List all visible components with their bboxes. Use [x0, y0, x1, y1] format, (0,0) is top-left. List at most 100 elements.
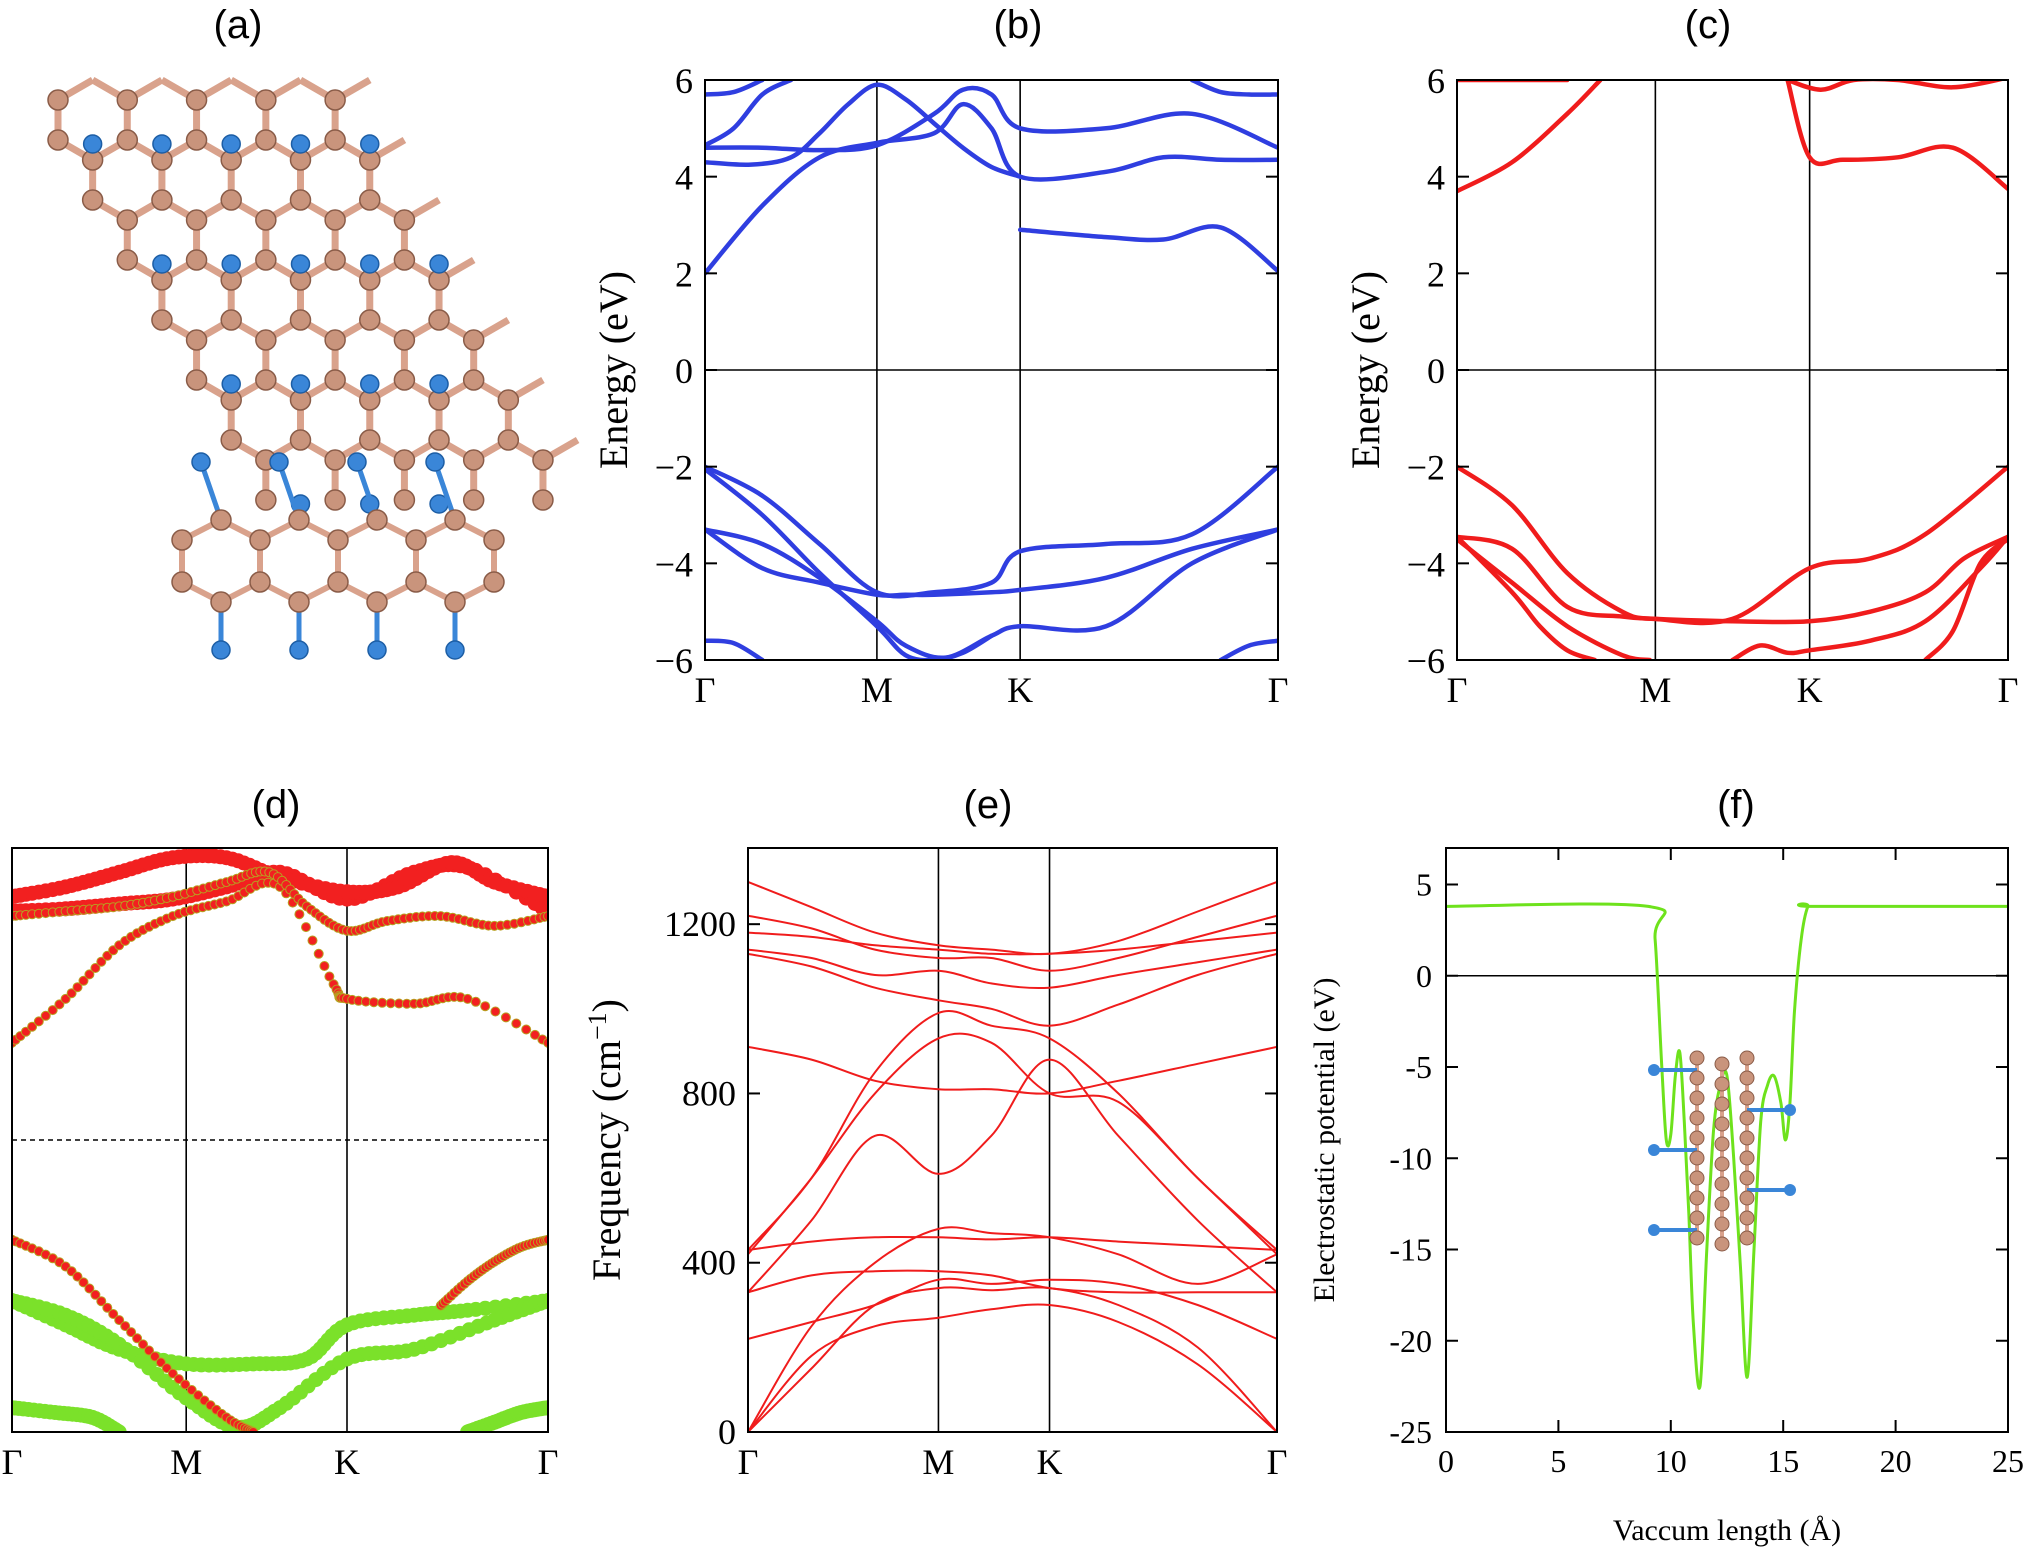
band-line — [1457, 534, 2008, 625]
inset-c-atom — [1739, 1130, 1755, 1146]
band-line — [1457, 534, 1598, 660]
c-atom — [324, 369, 346, 391]
c-atom — [288, 509, 310, 531]
n-atom — [82, 134, 103, 154]
c-atom — [462, 489, 485, 511]
inset-n-atom — [1784, 1104, 1796, 1116]
inset-c-atom — [1739, 1190, 1755, 1206]
projection-dot — [54, 999, 65, 1010]
c-atom — [497, 429, 520, 451]
inset-c-atom — [1739, 1050, 1755, 1066]
projection-dot — [186, 1385, 197, 1395]
inset-c-atom — [1714, 1056, 1730, 1072]
band-structure-chart-c: −6 −4 −2 0 2 4 6 Γ M K Γ Energy (eV) — [1343, 61, 2018, 710]
c-atom — [366, 591, 388, 613]
phonon-branch — [748, 880, 1277, 956]
projection-dot — [193, 1390, 204, 1401]
c-atom — [255, 129, 277, 151]
c-atom — [366, 509, 388, 531]
projection-dot — [155, 1357, 166, 1368]
c-atom — [483, 571, 505, 593]
projection-dot — [167, 1368, 178, 1379]
n-atom — [211, 640, 231, 660]
y-tick-label: −6 — [1407, 641, 1445, 681]
inset-c-atom — [1714, 1216, 1730, 1232]
inset-c-atom — [1739, 1150, 1755, 1166]
y-tick-label: 2 — [675, 254, 693, 294]
n-atom — [360, 134, 380, 154]
plot-frame — [1445, 847, 2009, 1433]
c-atom — [444, 591, 466, 613]
inset-n-atom — [1784, 1184, 1796, 1196]
x-tick-label: 0 — [1438, 1443, 1454, 1479]
y-tick-label: −2 — [1407, 448, 1445, 488]
band-line — [705, 101, 1278, 276]
projection-dot — [500, 1012, 511, 1023]
y-axis-label: Energy (eV) — [1343, 271, 1388, 469]
c-atom — [428, 309, 450, 331]
structure-panel-a — [47, 76, 580, 660]
plot-frame — [11, 847, 549, 1433]
projection-dot — [84, 969, 95, 980]
c-atom — [210, 591, 232, 613]
projection-dot — [33, 1016, 44, 1027]
panel-label-d: (d) — [252, 783, 301, 827]
c-atom — [116, 249, 139, 271]
atoms — [47, 89, 554, 514]
c-atom — [405, 571, 427, 593]
c-atom — [532, 449, 554, 471]
inset-c-atom — [1689, 1210, 1705, 1226]
band-line — [1785, 80, 2008, 92]
projection-dot — [96, 1296, 107, 1307]
phonon-branch — [748, 1269, 1277, 1294]
band-line — [1785, 80, 2008, 192]
c-atom — [324, 209, 346, 231]
phonon-branch — [748, 1226, 1277, 1432]
projection-dot — [120, 1321, 131, 1332]
y-tick-label: 6 — [1427, 61, 1445, 101]
x-tick-label: Γ — [538, 1442, 559, 1482]
x-tick-label: 25 — [1992, 1443, 2024, 1479]
c-atom — [171, 571, 193, 593]
y-tick-label: 4 — [675, 158, 693, 198]
inset-c-atom — [1714, 1116, 1730, 1132]
structure-inset — [1648, 1050, 1796, 1252]
panel-label-a: (a) — [214, 3, 263, 47]
projection-dot — [132, 1333, 143, 1344]
projection-dot — [307, 935, 318, 946]
inset-c-atom — [1739, 1090, 1755, 1106]
c-atom — [324, 329, 346, 351]
projection-dot — [248, 1427, 259, 1432]
panel-label-c: (c) — [1685, 3, 1732, 47]
band-line — [1189, 80, 1278, 97]
x-tick-label: Γ — [695, 670, 716, 710]
y-axis-label: Energy (eV) — [591, 271, 636, 469]
projection-dot — [173, 1374, 184, 1385]
phonon-dispersion-chart-e: 0 400 800 1200 Γ M K Γ Frequency (cm−1) — [583, 847, 1287, 1482]
projection-dot — [313, 948, 324, 959]
y-tick-label: -25 — [1389, 1414, 1432, 1450]
projection-dot — [540, 1400, 548, 1416]
x-tick-label: Γ — [2, 1442, 23, 1482]
c-atom — [185, 129, 208, 151]
n-atom — [290, 374, 311, 394]
projection-dot — [90, 1289, 101, 1300]
c-atom — [393, 249, 416, 271]
c-atom — [210, 509, 232, 531]
x-tick-label: 5 — [1550, 1443, 1566, 1479]
c-atom — [324, 129, 346, 151]
c-atom — [81, 189, 104, 211]
y-axis-label-close: ) — [584, 999, 629, 1012]
inset-c-atom — [1739, 1210, 1755, 1226]
c-atom — [255, 209, 277, 231]
c-atom — [185, 249, 208, 271]
c-atom — [171, 529, 193, 551]
band-line — [705, 464, 1278, 599]
inset-c-atom — [1689, 1170, 1705, 1186]
phonon-branch — [748, 1235, 1277, 1251]
n-atom — [425, 452, 445, 472]
c-atom — [47, 129, 69, 151]
band-line — [1457, 464, 2008, 626]
inset-c-atom — [1714, 1196, 1730, 1212]
